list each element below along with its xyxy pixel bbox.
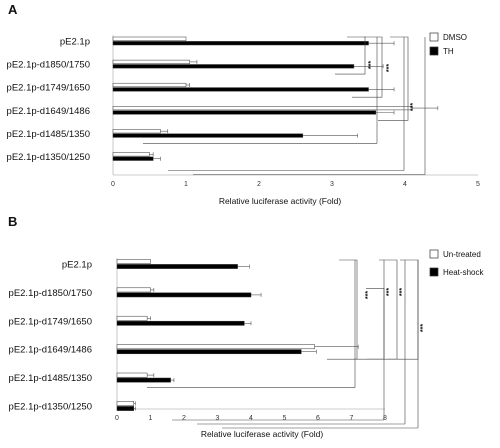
x-tick-label: 0	[115, 415, 119, 422]
category-label: pE2.1p-d1485/1350	[9, 373, 92, 384]
bar-un-treated	[116, 401, 134, 406]
bar-th	[112, 87, 369, 92]
bar-heat-shock	[116, 292, 252, 298]
x-tick-label: 4	[403, 181, 407, 188]
x-tick-label: 5	[476, 181, 480, 188]
bar-heat-shock	[116, 349, 302, 355]
bar-dmso	[112, 59, 190, 64]
chart-panel-b: B 0 1 2 3 4 5 6 7 8 Relative luciferase activity (…	[8, 214, 484, 439]
bar-un-treated	[116, 259, 151, 264]
x-tick-label: 2	[257, 181, 261, 188]
legend-label: DMSO	[443, 33, 467, 42]
category-label: pE2.1p-d1649/1486	[9, 345, 92, 356]
chart-panel-a: A 0 1 2 3 4 5 Relative luciferase activity (Fol…	[7, 2, 481, 206]
bar-heat-shock	[116, 320, 245, 326]
category-label: pE2.1p-d1350/1250	[7, 152, 90, 163]
bar-th	[112, 41, 369, 46]
panel-letter: A	[8, 2, 18, 17]
significance-label: ***	[410, 103, 417, 111]
significance-bracket	[378, 36, 409, 121]
x-tick-label: 1	[149, 415, 153, 422]
bar-un-treated	[116, 344, 315, 350]
x-tick-label: 6	[316, 415, 320, 422]
legend-swatch	[429, 32, 439, 42]
bar-dmso	[112, 82, 187, 88]
significance-bracket	[327, 259, 358, 360]
significance-label: ***	[420, 324, 427, 332]
significance-bracket	[367, 259, 398, 360]
bar-th	[112, 133, 304, 138]
bar-th	[112, 64, 355, 69]
category-label: pE2.1p-d1485/1350	[7, 129, 90, 140]
category-label: pE2.1p-d1850/1750	[7, 60, 90, 71]
x-tick-label: 1	[184, 181, 188, 188]
bar-un-treated	[116, 372, 148, 378]
category-label: pE2.1p	[62, 260, 92, 271]
significance-bracket	[388, 259, 419, 360]
legend-label: Heat-shock	[443, 268, 484, 277]
bar-heat-shock	[116, 264, 238, 269]
bar-heat-shock	[116, 406, 134, 411]
significance-label: ***	[368, 61, 375, 69]
x-axis-title: Relative luciferase activity (Fold)	[219, 196, 342, 206]
category-label: pE2.1p-d1649/1486	[7, 106, 90, 117]
legend-swatch	[429, 46, 439, 56]
significance-label: ***	[399, 288, 406, 296]
x-tick-label: 7	[350, 415, 354, 422]
category-label: pE2.1p-d1749/1650	[7, 83, 90, 94]
significance-bracket	[335, 36, 366, 75]
significance-label: ***	[386, 64, 393, 72]
x-axis-title: Relative luciferase activity (Fold)	[201, 429, 324, 439]
category-label: pE2.1p-d1749/1650	[9, 316, 92, 327]
bar-dmso	[112, 36, 187, 41]
x-tick-label: 3	[330, 181, 334, 188]
panel-letter: B	[8, 214, 17, 229]
legend-label: Un-treated	[443, 250, 481, 259]
legend-label: TH	[443, 47, 454, 56]
bar-un-treated	[116, 315, 148, 321]
bar-th	[112, 156, 154, 161]
legend-swatch	[429, 267, 439, 277]
x-tick-label: 2	[182, 415, 186, 422]
significance-label: ***	[365, 291, 372, 299]
bar-dmso	[112, 129, 161, 134]
x-tick-label: 8	[383, 415, 387, 422]
legend-swatch	[429, 249, 439, 259]
x-tick-label: 4	[249, 415, 253, 422]
x-tick-label: 5	[283, 415, 287, 422]
bar-un-treated	[116, 287, 151, 293]
bar-th	[112, 110, 377, 115]
bar-heat-shock	[116, 377, 171, 383]
bar-dmso	[112, 152, 150, 157]
category-label: pE2.1p-d1350/1250	[9, 402, 92, 413]
category-label: pE2.1p	[60, 37, 90, 48]
x-tick-label: 0	[111, 181, 115, 188]
significance-bracket	[352, 36, 383, 98]
x-tick-label: 3	[216, 415, 220, 422]
category-label: pE2.1p-d1850/1750	[9, 288, 92, 299]
significance-label: ***	[386, 288, 393, 296]
bar-dmso	[112, 106, 413, 111]
